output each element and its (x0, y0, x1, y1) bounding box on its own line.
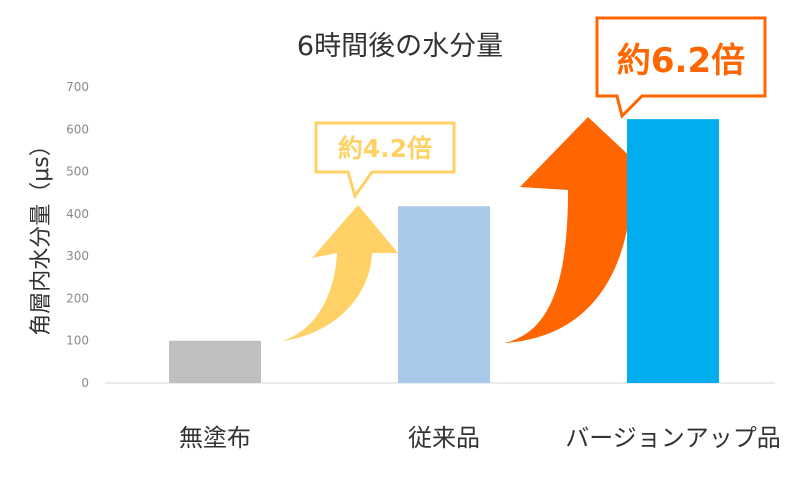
bar (627, 119, 719, 383)
y-tick-label: 400 (66, 207, 89, 221)
y-tick-label: 200 (66, 291, 89, 305)
bar (169, 340, 261, 383)
y-axis-label: 角層内水分量（μs） (29, 134, 54, 335)
x-tick-label: 無塗布 (179, 424, 251, 452)
arrow-to-conventional (282, 205, 398, 341)
y-tick-label: 300 (66, 249, 89, 263)
y-tick-label: 100 (66, 334, 89, 348)
bar (398, 206, 490, 383)
x-tick-label: バージョンアップ品 (565, 424, 781, 452)
callout-box (314, 121, 456, 200)
y-tick-label: 600 (66, 122, 89, 136)
y-tick-label: 700 (66, 80, 89, 94)
y-axis-ticks: 0 100 200 300 400 500 600 700 (66, 80, 89, 390)
category-labels: 無塗布 従来品 バージョンアップ品 (179, 424, 781, 452)
callout-conventional: 約4.2倍 (314, 121, 456, 200)
y-tick-label: 500 (66, 165, 89, 179)
chart-title: 6時間後の水分量 (297, 31, 503, 62)
callout-text: 約6.2倍 (617, 41, 745, 81)
bars (169, 119, 719, 383)
callout-box (595, 16, 767, 119)
y-tick-label: 0 (81, 376, 89, 390)
callout-text: 約4.2倍 (338, 134, 432, 163)
callout-upgraded: 約6.2倍 (595, 16, 767, 119)
x-tick-label: 従来品 (408, 424, 480, 452)
